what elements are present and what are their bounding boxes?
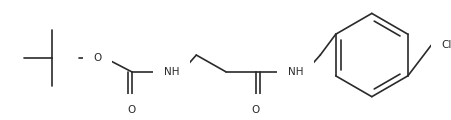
Text: Cl: Cl [440,40,451,50]
Text: O: O [93,53,101,63]
Text: O: O [128,105,136,115]
Text: NH: NH [287,67,303,77]
Text: O: O [251,105,259,115]
Text: NH: NH [163,67,179,77]
